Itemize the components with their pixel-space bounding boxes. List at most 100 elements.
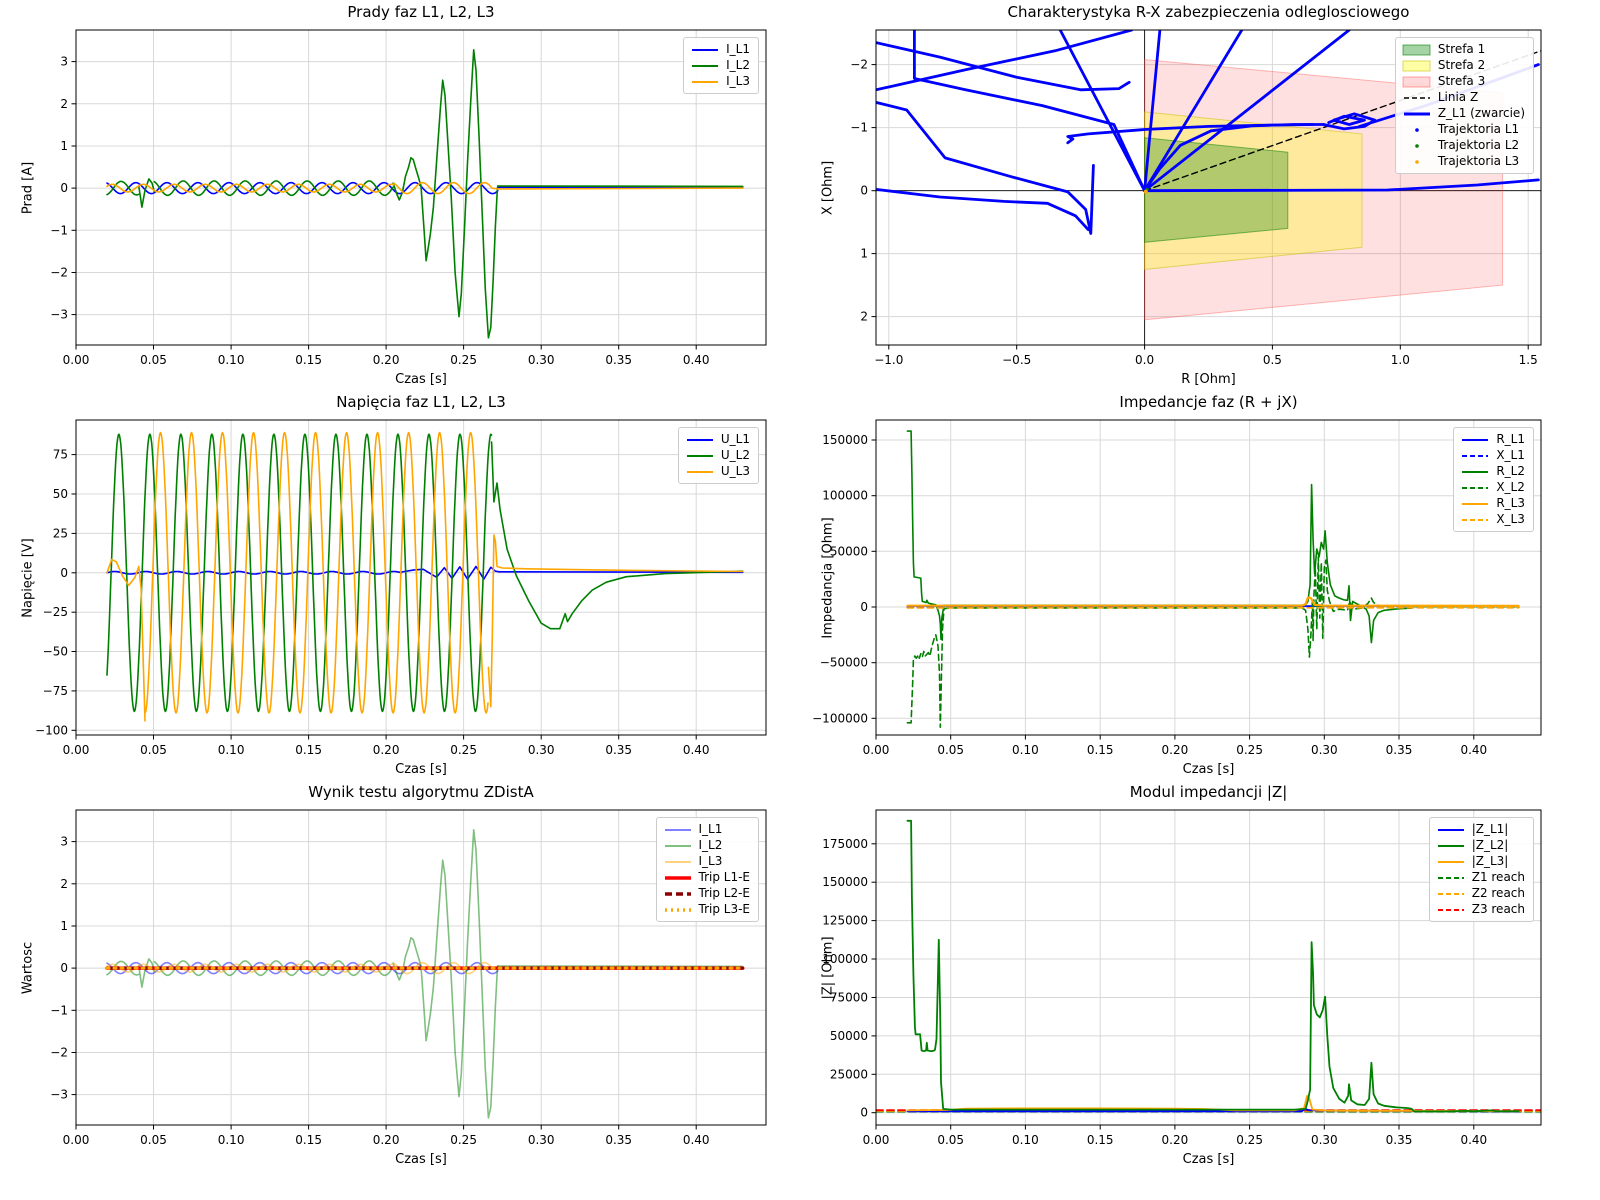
legend-entry: I_L3 — [663, 854, 751, 869]
legend-label: I_L1 — [698, 822, 723, 836]
svg-text:0.15: 0.15 — [295, 1133, 322, 1147]
legend-label: U_L2 — [720, 448, 750, 462]
svg-text:100000: 100000 — [822, 952, 868, 966]
svg-text:0.10: 0.10 — [218, 743, 245, 757]
svg-text:−50000: −50000 — [820, 656, 868, 670]
x-axis-label: R [Ohm] — [1181, 372, 1236, 387]
svg-text:−3: −3 — [50, 1088, 68, 1102]
legend-entry: Trajektoria L2 — [1402, 138, 1525, 153]
svg-text:125000: 125000 — [822, 914, 868, 928]
legend-label: X_L2 — [1496, 480, 1525, 494]
svg-text:0.10: 0.10 — [1012, 743, 1039, 757]
legend-swatch-line — [1437, 860, 1464, 863]
legend-swatch-line — [1437, 844, 1464, 847]
legend-swatch-patch — [1402, 76, 1431, 87]
legend-swatch-line — [664, 891, 691, 896]
plot-canvas: 0.00 0.05 0.10 0.15 0.20 0.25 0.30 0.35 0.40 75 50… — [35, 419, 767, 757]
x-axis-label: Czas [s] — [395, 762, 447, 777]
legend-label: R_L1 — [1496, 432, 1525, 446]
plot-legend: R_L1 X_L1 R_L2 X_L2 R_L3 X_L3 — [1453, 427, 1534, 532]
legend-label: U_L3 — [720, 464, 750, 478]
legend-swatch-line — [1403, 112, 1430, 115]
svg-text:0.40: 0.40 — [1460, 1133, 1487, 1147]
subplot-modul-impedancji: Modul impedancji |Z| |Z| [Ohm] 0.00 0.05 0… — [800, 783, 1600, 1200]
svg-text:−75: −75 — [43, 684, 68, 698]
legend-swatch-line — [1437, 892, 1464, 895]
svg-text:0.40: 0.40 — [683, 353, 710, 367]
legend-swatch-line — [692, 48, 719, 51]
legend-entry: Strefa 3 — [1402, 74, 1525, 89]
legend-entry: U_L3 — [685, 464, 750, 479]
legend-entry: R_L2 — [1460, 464, 1525, 479]
svg-text:0.15: 0.15 — [295, 353, 322, 367]
plot-legend: |Z_L1| |Z_L2| |Z_L3| Z1 reach Z2 reach Z3 rea… — [1428, 817, 1534, 922]
legend-swatch-line — [1437, 876, 1464, 879]
legend-swatch-line — [1462, 518, 1489, 521]
svg-text:0.20: 0.20 — [1162, 743, 1189, 757]
legend-entry: Strefa 1 — [1402, 42, 1525, 57]
legend-entry: X_L3 — [1460, 512, 1525, 527]
svg-text:0: 0 — [60, 566, 68, 580]
svg-text:0: 0 — [860, 184, 868, 198]
legend-entry: I_L1 — [663, 822, 751, 837]
svg-text:2: 2 — [60, 97, 68, 111]
legend-swatch-line — [1462, 486, 1489, 489]
svg-text:0.35: 0.35 — [1386, 743, 1413, 757]
svg-text:−2: −2 — [850, 58, 868, 72]
svg-text:75: 75 — [53, 448, 68, 462]
svg-text:0.20: 0.20 — [1162, 1133, 1189, 1147]
legend-label: |Z_L1| — [1471, 822, 1509, 836]
svg-text:0.0: 0.0 — [1135, 353, 1154, 367]
plot-title: Wynik testu algorytmu ZDistA — [308, 783, 534, 801]
legend-swatch-line — [664, 828, 691, 831]
legend-entry: Strefa 2 — [1402, 58, 1525, 73]
legend-swatch-line — [692, 80, 719, 83]
svg-text:−50: −50 — [43, 645, 68, 659]
svg-text:0.40: 0.40 — [1460, 743, 1487, 757]
legend-label: Z_L1 (zwarcie) — [1437, 106, 1525, 120]
legend-label: Trip L3-E — [698, 902, 751, 916]
svg-text:−1: −1 — [850, 121, 868, 135]
legend-label: U_L1 — [720, 432, 750, 446]
legend-label: X_L1 — [1496, 448, 1525, 462]
legend-label: Trip L1-E — [698, 870, 751, 884]
x-axis-label: Czas [s] — [395, 1152, 447, 1167]
svg-text:0.35: 0.35 — [605, 353, 632, 367]
plot-title: Modul impedancji |Z| — [1129, 783, 1288, 801]
x-axis-label: Czas [s] — [1182, 1152, 1235, 1167]
svg-text:50000: 50000 — [830, 544, 868, 558]
legend-label: Z1 reach — [1471, 870, 1525, 884]
legend-entry: Trip L2-E — [663, 886, 750, 901]
legend-entry: Trajektoria L1 — [1402, 122, 1525, 137]
svg-text:0: 0 — [60, 961, 68, 975]
legend-swatch-patch — [1402, 44, 1431, 55]
svg-text:50: 50 — [53, 487, 68, 501]
legend-swatch-line — [692, 64, 719, 67]
legend-swatch-line — [1462, 470, 1489, 473]
legend-label: Trajektoria L2 — [1437, 138, 1520, 152]
svg-text:0.15: 0.15 — [1087, 743, 1114, 757]
legend-label: I_L3 — [698, 854, 723, 868]
svg-text:0.05: 0.05 — [140, 743, 167, 757]
legend-label: Strefa 1 — [1437, 42, 1486, 56]
legend-swatch-line — [1462, 502, 1489, 505]
svg-text:−100000: −100000 — [812, 711, 868, 725]
legend-label: Strefa 2 — [1437, 58, 1486, 72]
legend-entry: Trajektoria L3 — [1402, 154, 1525, 169]
plot-legend: U_L1 U_L2 U_L3 — [677, 427, 759, 484]
legend-label: I_L1 — [726, 42, 750, 56]
svg-text:0.5: 0.5 — [1263, 353, 1282, 367]
plot-legend: Strefa 1 Strefa 2 Strefa 3 Linia Z Z_L1 (zwa… — [1394, 37, 1534, 174]
legend-label: I_L3 — [726, 74, 750, 88]
svg-text:0.20: 0.20 — [373, 1133, 400, 1147]
legend-entry: I_L1 — [690, 42, 750, 57]
svg-text:0.00: 0.00 — [863, 1133, 890, 1147]
svg-text:25: 25 — [53, 526, 68, 540]
svg-text:−1: −1 — [50, 223, 68, 237]
subplot-prady-faz: Prady faz L1, L2, L3 Prad [A] 0.00 0.05 0.… — [0, 0, 800, 400]
x-axis-label: Czas [s] — [395, 372, 447, 387]
svg-text:0.30: 0.30 — [528, 353, 555, 367]
plot-title: Impedancje faz (R + jX) — [1119, 393, 1298, 411]
plot-title: Prady faz L1, L2, L3 — [347, 3, 495, 21]
